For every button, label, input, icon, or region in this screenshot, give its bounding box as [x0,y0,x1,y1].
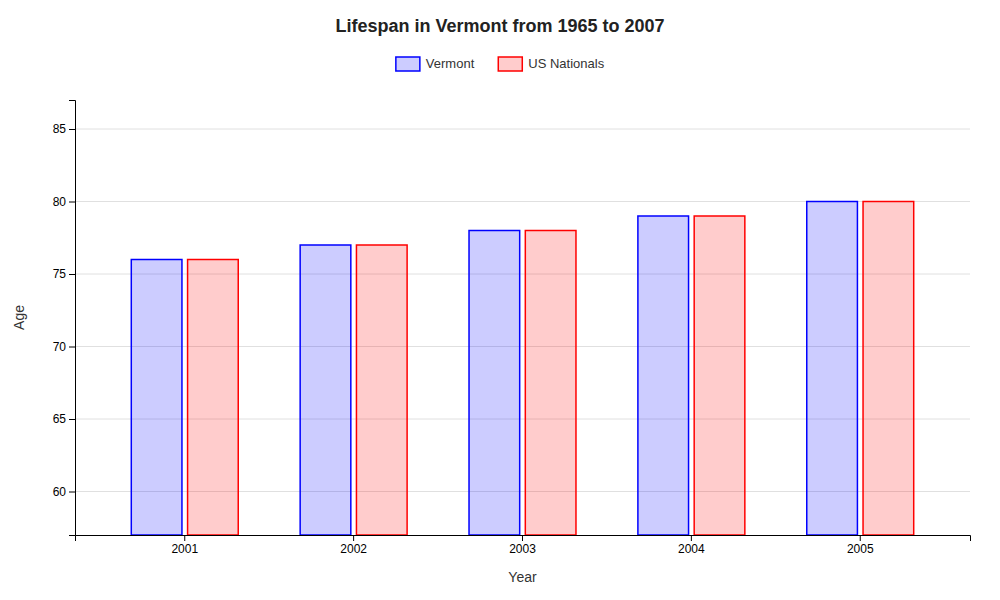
y-tick: 85 [53,122,75,136]
x-tick: 2005 [847,535,874,556]
y-tick: 75 [53,267,75,281]
x-tick-label: 2004 [678,542,705,556]
x-tick-mark [691,535,692,541]
y-tick-label: 75 [53,267,67,281]
y-tick-mark [69,274,75,275]
y-tick-mark [69,347,75,348]
legend: Vermont US Nationals [396,56,605,71]
bar [469,231,520,536]
x-tick-mark [860,535,861,541]
series [131,202,857,536]
bar [694,216,745,535]
grid-line [75,129,970,130]
series [188,202,914,536]
y-tick-label: 80 [53,195,67,209]
x-tick-label: 2005 [847,542,874,556]
x-axis-title: Year [508,569,537,585]
bar [863,202,914,536]
x-tick: 2002 [340,535,367,556]
y-tick-label: 85 [53,122,67,136]
bar [356,245,407,535]
x-tick: 2003 [509,535,536,556]
y-axis: 60 65 70 75 80 85 [53,101,76,536]
x-tick: 2001 [171,535,198,556]
x-tick-mark [522,535,523,541]
y-tick: 80 [53,195,75,209]
title: Lifespan in Vermont from 1965 to 2007 [335,16,664,36]
legend-label: Vermont [426,56,475,71]
bar [131,260,182,536]
legend-item: Vermont [396,56,475,71]
bar [300,245,351,535]
y-tick-mark [69,129,75,130]
y-tick-mark [69,492,75,493]
y-tick-mark [69,202,75,203]
x-tick-mark [353,535,354,541]
y-axis-line [69,101,76,536]
x-tick-mark [184,535,185,541]
bar [525,231,576,536]
y-axis-title: Age [11,305,27,330]
bars [131,202,913,536]
y-tick-mark [69,419,75,420]
y-tick: 60 [53,485,75,499]
y-tick: 70 [53,340,75,354]
x-tick: 2004 [678,535,705,556]
bar [638,216,689,535]
bar [188,260,239,536]
x-tick-label: 2001 [171,542,198,556]
x-axis-line [76,536,971,542]
legend-item: US Nationals [498,56,604,71]
x-axis: 2001 2002 2003 2004 2005 [76,535,971,556]
plot: 60 65 70 75 80 85 2001 2002 2003 2004 2005 [53,101,971,556]
y-tick-label: 65 [53,412,67,426]
legend-swatch [396,57,420,71]
x-tick-label: 2003 [509,542,536,556]
x-tick-label: 2002 [340,542,367,556]
y-tick-label: 70 [53,340,67,354]
bar [807,202,858,536]
chart: 60 65 70 75 80 85 2001 2002 2003 2004 2005 Year Age L… [0,0,1000,600]
legend-swatch [498,57,522,71]
y-tick-label: 60 [53,485,67,499]
legend-label: US Nationals [528,56,604,71]
y-tick: 65 [53,412,75,426]
